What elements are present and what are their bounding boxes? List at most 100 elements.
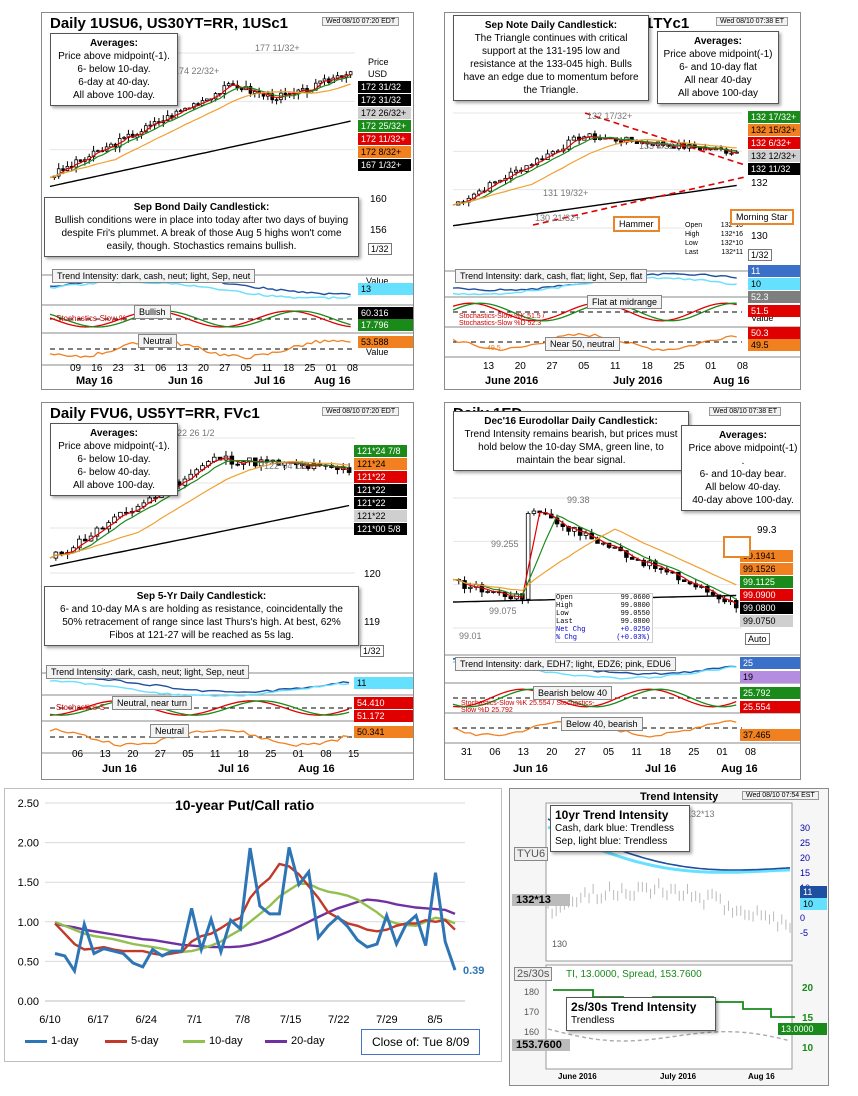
bond-stochastic-tag: Bullish <box>134 305 171 319</box>
rsi-line <box>49 339 351 360</box>
price-label: 121*24 7/8 <box>354 445 407 457</box>
date-tick: 31 <box>461 747 473 758</box>
date-tick: 18 <box>659 747 671 758</box>
date-tick: 15 <box>348 749 360 760</box>
date-tick: 01 <box>292 749 304 760</box>
fvu-annotation: 122*04 1/2 <box>264 461 308 471</box>
last-value-label: 0.39 <box>463 965 484 977</box>
euro-rsi-value: 37.465 <box>740 729 800 741</box>
ohlc-label: Open <box>556 594 573 602</box>
long-average-line <box>452 184 737 227</box>
bond-axis-label: Value <box>366 347 389 357</box>
euro-arrow-box <box>723 536 751 558</box>
fvu-stoch-label: Stochastics-S <box>56 703 105 712</box>
date-tick: 20 <box>127 749 139 760</box>
candle-body <box>77 538 82 549</box>
note-annotation: 130 21/32+ <box>535 213 581 223</box>
stochastic-k-line <box>452 688 737 708</box>
price-label: 172 25/32+ <box>358 120 411 132</box>
note-morning-star-tag: Morning Star <box>730 209 794 225</box>
moving-average-line <box>49 460 350 559</box>
candle-body <box>525 513 531 600</box>
date-tick: 13 <box>483 361 495 372</box>
ohlc-value: +0.0250 <box>620 626 650 634</box>
legend-item-20-day: 20-day <box>265 1035 325 1047</box>
bond-axis-label: 156 <box>370 225 387 236</box>
price-label: 121*22 <box>354 471 407 483</box>
price-label: 132 6/32+ <box>748 137 800 149</box>
fvu-commentary-text: 6- and 10-day MA s are holding as resist… <box>60 604 343 641</box>
price-label: 99.0900 <box>740 589 793 601</box>
euro-stoch-value: 25.792 <box>740 687 800 699</box>
euro-annotation: 99.01 <box>459 631 482 641</box>
euro-ohlc-box: Open High Low Last Net Chg % Chg 99.0600… <box>555 593 653 643</box>
ohlc-value: 99.0600 <box>620 594 650 602</box>
bond-stoch-value: 17.796 <box>358 319 413 331</box>
moving-average-line <box>452 136 737 206</box>
ohlc-value: 99.0800 <box>620 602 650 610</box>
ohlc-label: Open <box>685 222 703 229</box>
month-label: Aug 16 <box>748 1072 775 1081</box>
fvu-rsi-tag: Neutral <box>150 724 190 738</box>
candle-body <box>583 532 589 536</box>
bond-averages-line: All above 100-day. <box>72 90 156 101</box>
date-tick: 06 <box>489 747 501 758</box>
fvu-averages-box: Averages: Price above midpoint(-1). 6- b… <box>50 423 178 496</box>
month-label: Aug 16 <box>721 763 758 775</box>
date-tick: 18 <box>641 361 653 372</box>
candle-body <box>226 83 231 87</box>
euro-annotation: 99.255 <box>491 539 519 549</box>
x-tick-label: 7/22 <box>328 1014 349 1026</box>
bond-commentary-text: Bullish conditions were in place into to… <box>54 215 349 252</box>
candle-body <box>144 125 148 133</box>
x-tick-label: 7/15 <box>280 1014 301 1026</box>
euro-annotation: 99.075 <box>489 606 517 616</box>
euro-trend-intensity-label: Trend Intensity: dark, EDH7; light, EDZ6… <box>455 657 676 671</box>
candle-body <box>274 99 279 102</box>
price-label: 99.1526 <box>740 563 793 575</box>
fvu-timestamp: Wed 08/10 07:20 EDT <box>322 407 400 416</box>
y-tick-label: 170 <box>524 1007 540 1017</box>
note-commentary-title: Sep Note Daily Candlestick: <box>484 20 618 31</box>
month-label: Aug 16 <box>314 375 351 387</box>
date-tick: 08 <box>737 361 749 372</box>
candle-body <box>492 181 498 184</box>
date-tick: 06 <box>72 749 84 760</box>
date-tick: 18 <box>237 749 249 760</box>
x-tick-label: 7/8 <box>235 1014 250 1026</box>
candle-body <box>122 137 126 139</box>
candle-body <box>513 169 519 173</box>
candle-body <box>56 168 61 177</box>
series-line-1-day <box>54 847 457 975</box>
month-label: Jun 16 <box>102 763 137 775</box>
note-averages-line: All above 100-day <box>677 88 759 99</box>
y-tick-label: 0 <box>800 913 806 923</box>
x-tick-label: 7/29 <box>376 1014 397 1026</box>
y-tick-label: 160 <box>524 1027 540 1037</box>
euro-averages-line: Price above midpoint(-1) . <box>688 443 798 467</box>
spread-line <box>547 1028 791 1042</box>
date-tick: 25 <box>265 749 277 760</box>
trend-intensity-title: Trend Intensity <box>640 791 719 803</box>
candle-body <box>61 168 65 171</box>
fvu-annotation: 122 26 1/2 <box>172 428 215 438</box>
date-tick: 05 <box>603 747 615 758</box>
fvu-stoch-value: 54.410 <box>354 697 413 709</box>
ti-top-line: Sep, light blue: Trendless <box>555 836 668 847</box>
ohlc-label: Low <box>685 240 698 247</box>
month-label: June 2016 <box>485 375 539 387</box>
triangle-support-line <box>532 176 746 226</box>
rsi-line <box>452 332 737 352</box>
candle-body <box>733 600 739 609</box>
date-tick: 09 <box>70 363 82 374</box>
candle-body <box>529 164 534 167</box>
fvu-stochastic-tag: Neutral, near turn <box>112 696 193 710</box>
note-commentary-text: The Triangle continues with critical sup… <box>463 33 639 96</box>
ohlc-label: % Chg <box>556 634 578 642</box>
bond-axis-label: 160 <box>370 194 387 205</box>
stochastic-d-line <box>49 310 351 328</box>
y-tick-label: 180 <box>524 987 540 997</box>
y-tick-label: 15 <box>800 868 811 878</box>
moving-average-line <box>49 83 351 179</box>
date-tick: 08 <box>347 363 359 374</box>
